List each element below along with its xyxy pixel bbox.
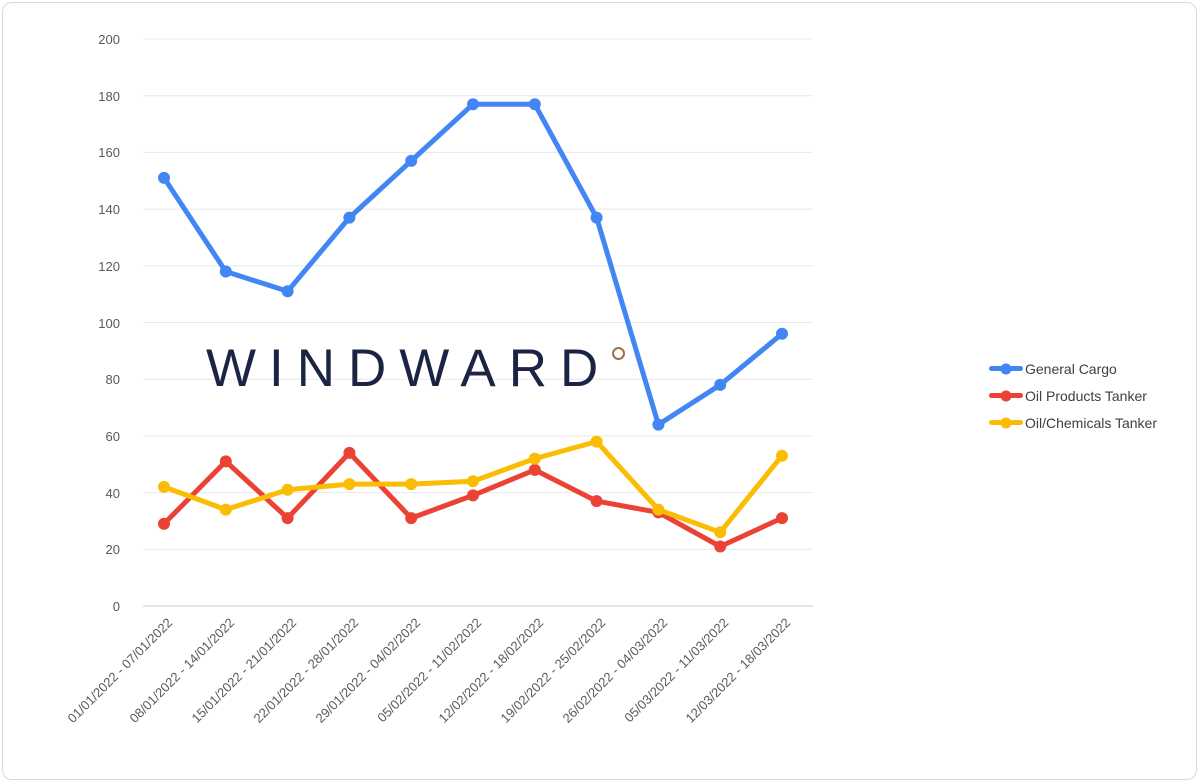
data-point xyxy=(590,435,603,448)
data-point xyxy=(405,512,418,525)
y-tick-label: 160 xyxy=(98,145,120,161)
windward-logo-ring-icon xyxy=(612,347,626,360)
data-point xyxy=(590,495,603,508)
data-point xyxy=(158,171,170,184)
legend-line-marker-icon xyxy=(989,363,1023,374)
data-point xyxy=(219,265,232,278)
data-point xyxy=(528,452,541,465)
legend-dot-icon xyxy=(1000,363,1012,374)
data-point xyxy=(281,483,294,496)
data-point xyxy=(714,526,727,539)
data-point xyxy=(714,540,727,553)
legend-dot-icon xyxy=(1000,417,1012,428)
y-tick-label: 60 xyxy=(105,428,120,444)
data-point xyxy=(776,512,788,525)
legend-item-oil-chemicals-tanker: Oil/Chemicals Tanker xyxy=(989,409,1157,436)
y-tick-label: 180 xyxy=(98,88,120,104)
data-point xyxy=(776,449,788,462)
y-tick-label: 20 xyxy=(105,542,120,558)
data-point xyxy=(590,211,603,224)
legend-label: Oil/Chemicals Tanker xyxy=(1025,414,1158,431)
data-point xyxy=(652,418,665,431)
legend-dot-icon xyxy=(1000,390,1012,401)
y-tick-label: 100 xyxy=(98,315,120,331)
legend-line-marker-icon xyxy=(989,417,1023,428)
data-point xyxy=(281,285,294,298)
data-point xyxy=(158,517,170,530)
data-point xyxy=(219,503,232,516)
chart-legend: General Cargo Oil Products Tanker Oil/Chem… xyxy=(989,355,1157,436)
legend-item-oil-products-tanker: Oil Products Tanker xyxy=(989,382,1157,409)
data-point xyxy=(219,455,232,468)
data-point xyxy=(467,98,479,111)
data-point xyxy=(528,463,541,476)
legend-line-marker-icon xyxy=(989,390,1023,401)
y-tick-label: 40 xyxy=(105,485,120,501)
windward-watermark: WINDWARD xyxy=(206,339,626,398)
y-tick-label: 140 xyxy=(98,202,120,218)
data-point xyxy=(467,475,479,488)
data-point xyxy=(652,503,665,516)
y-tick-label: 200 xyxy=(98,32,120,47)
data-point xyxy=(467,489,479,502)
legend-item-general-cargo: General Cargo xyxy=(989,355,1157,382)
y-tick-label: 120 xyxy=(98,258,120,274)
data-point xyxy=(714,378,727,391)
data-point xyxy=(776,327,788,340)
data-point xyxy=(405,478,418,491)
y-tick-label: 0 xyxy=(112,599,120,614)
legend-label: Oil Products Tanker xyxy=(1025,387,1147,404)
data-point xyxy=(343,211,356,224)
windward-logo-text: WINDWARD xyxy=(206,339,612,398)
data-point xyxy=(343,446,356,459)
data-point xyxy=(528,98,541,111)
line-chart xyxy=(143,38,813,607)
data-point xyxy=(343,478,356,491)
data-point xyxy=(281,512,294,525)
legend-label: General Cargo xyxy=(1025,360,1117,377)
y-tick-label: 80 xyxy=(105,372,120,388)
data-point xyxy=(405,154,418,167)
data-point xyxy=(158,480,170,493)
